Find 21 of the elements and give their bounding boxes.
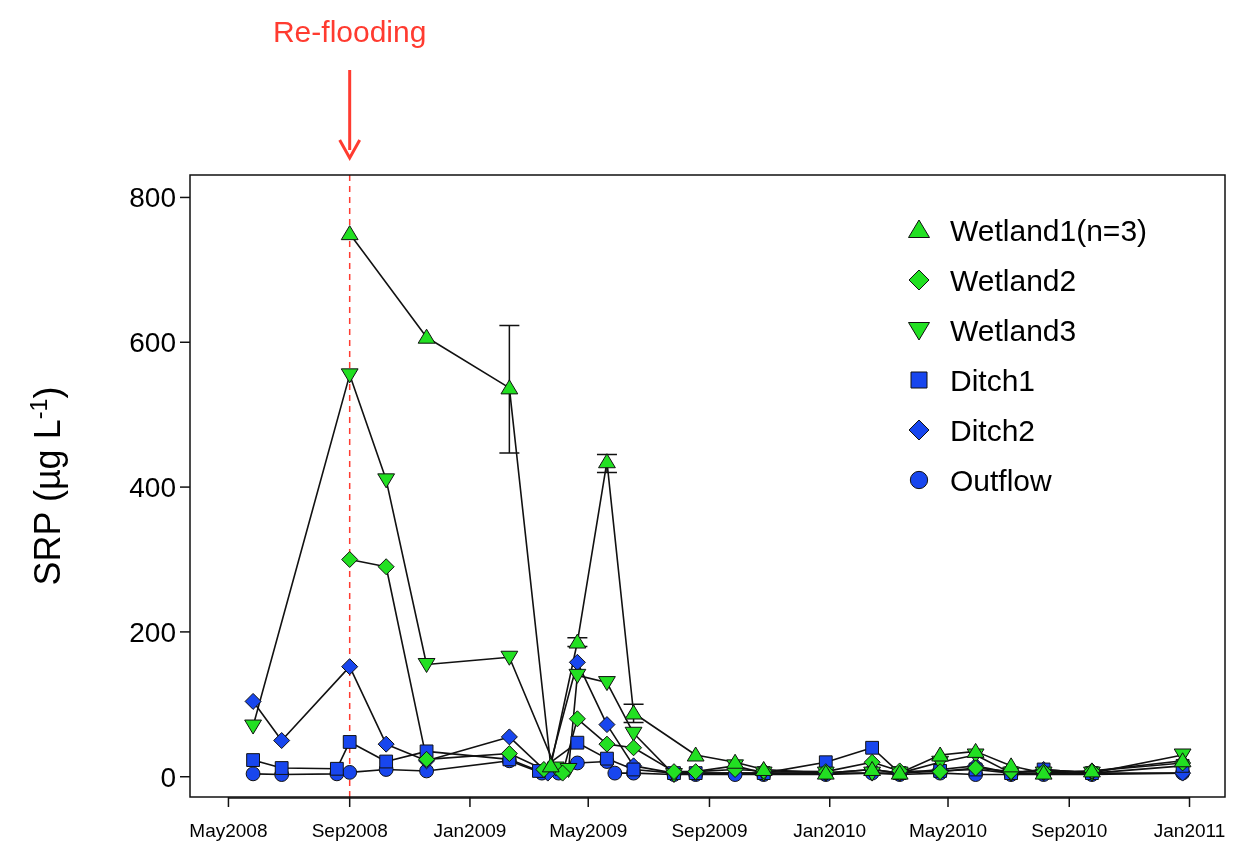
legend-label: Ditch1 bbox=[950, 363, 1036, 397]
y-tick-label: 200 bbox=[129, 616, 176, 648]
x-tick-label: Jan2009 bbox=[433, 820, 507, 841]
y-tick-label: 400 bbox=[129, 471, 176, 503]
legend-label: Outflow bbox=[950, 463, 1053, 497]
y-tick-label: 600 bbox=[129, 327, 176, 359]
legend-label: Wetland2 bbox=[950, 263, 1077, 297]
y-tick-label: 800 bbox=[129, 182, 176, 214]
legend-label: Wetland3 bbox=[950, 313, 1077, 347]
x-tick-label: Sep2008 bbox=[311, 820, 388, 841]
x-tick-label: May2009 bbox=[549, 820, 628, 841]
legend-label: Wetland1(n=3) bbox=[950, 213, 1148, 247]
y-tick-label: 0 bbox=[160, 761, 176, 793]
legend-label: Ditch2 bbox=[950, 413, 1036, 447]
x-tick-label: Sep2010 bbox=[1031, 820, 1108, 841]
x-tick-label: May2010 bbox=[908, 820, 988, 841]
ref-line-label: Re-flooding bbox=[272, 15, 427, 48]
x-tick-label: May2008 bbox=[189, 820, 268, 841]
x-tick-label: Sep2009 bbox=[671, 820, 748, 841]
x-tick-label: Jan2011 bbox=[1153, 820, 1226, 841]
x-tick-label: Jan2010 bbox=[793, 820, 867, 841]
